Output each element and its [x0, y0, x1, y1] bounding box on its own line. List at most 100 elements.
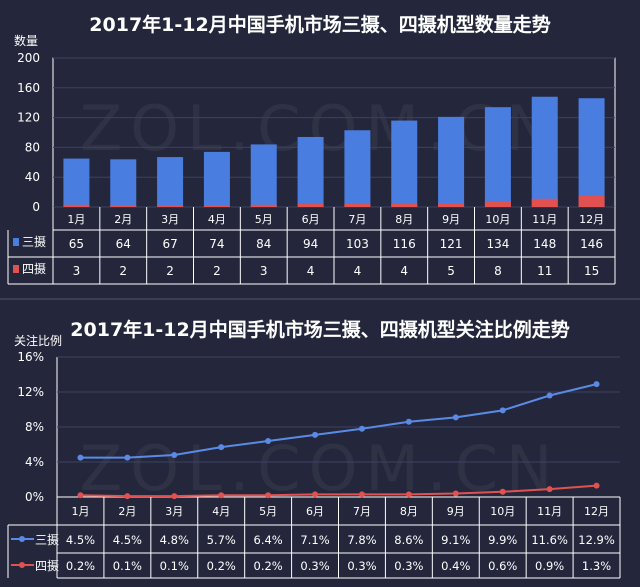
data-point — [452, 414, 459, 421]
x-tick-label: 5月 — [255, 213, 273, 226]
data-label: 1.3% — [582, 559, 611, 573]
data-label: 103 — [346, 237, 369, 251]
x-tick-label: 10月 — [485, 213, 510, 226]
legend-marker — [19, 536, 25, 542]
data-point — [358, 491, 365, 498]
y-tick-label: 4% — [25, 455, 44, 469]
data-label: 65 — [69, 237, 84, 251]
data-label: 5.7% — [207, 533, 236, 547]
x-tick-label: 5月 — [259, 505, 277, 518]
data-point — [499, 407, 506, 414]
data-label: 134 — [486, 237, 509, 251]
data-point — [171, 493, 178, 500]
bar-three-cam — [250, 144, 277, 207]
x-tick-label: 4月 — [212, 505, 230, 518]
x-tick-label: 8月 — [395, 213, 413, 226]
data-label: 7.1% — [300, 533, 329, 547]
x-tick-label: 6月 — [306, 505, 324, 518]
data-label: 121 — [440, 237, 463, 251]
x-tick-label: 9月 — [442, 213, 460, 226]
data-label: 0.4% — [441, 559, 470, 573]
data-label: 4 — [354, 264, 362, 278]
bar-four-cam — [297, 204, 324, 207]
data-label: 0.1% — [160, 559, 189, 573]
data-point — [405, 418, 412, 425]
data-point — [546, 486, 553, 493]
data-point — [265, 438, 272, 444]
y-tick-label: 40 — [25, 170, 40, 184]
y-tick-label: 120 — [17, 111, 40, 125]
data-point — [405, 491, 412, 498]
data-label: 148 — [533, 237, 556, 251]
data-label: 0.1% — [113, 559, 142, 573]
data-label: 67 — [162, 237, 177, 251]
x-tick-label: 7月 — [353, 505, 371, 518]
data-point — [77, 492, 84, 499]
bar-three-cam — [578, 98, 605, 207]
chart-title-ratio: 2017年1-12月中国手机市场三摄、四摄机型关注比例走势 — [70, 319, 570, 341]
data-label: 8.6% — [394, 533, 423, 547]
data-label: 4.5% — [113, 533, 142, 547]
data-label: 84 — [256, 237, 271, 251]
x-tick-label: 1月 — [67, 213, 85, 226]
x-tick-label: 12月 — [584, 505, 609, 518]
data-label: 4.5% — [66, 533, 95, 547]
x-tick-label: 6月 — [302, 213, 320, 226]
bar-four-cam — [203, 205, 230, 207]
legend-swatch — [13, 265, 19, 273]
x-tick-label: 7月 — [348, 213, 366, 226]
bar-three-cam — [531, 96, 558, 207]
x-tick-label: 11月 — [537, 505, 562, 518]
y-axis-label-ratio: 关注比例 — [14, 334, 63, 348]
y-tick-label: 0% — [25, 490, 44, 504]
data-label: 116 — [393, 237, 416, 251]
data-label: 6.4% — [254, 533, 283, 547]
bar-three-cam — [438, 116, 465, 207]
chart-title-count: 2017年1-12月中国手机市场三摄、四摄机型数量走势 — [89, 14, 551, 36]
data-label: 7.8% — [347, 533, 376, 547]
data-point — [593, 482, 600, 489]
bar-four-cam — [578, 195, 605, 207]
data-point — [77, 454, 84, 461]
legend-marker — [19, 562, 25, 568]
bar-four-cam — [157, 205, 184, 207]
data-point — [312, 431, 319, 438]
data-point — [265, 492, 272, 499]
data-label: 0.2% — [207, 559, 236, 573]
data-label: 9.9% — [488, 533, 517, 547]
data-point — [358, 425, 365, 432]
bar-three-cam — [63, 158, 90, 207]
data-label: 2 — [213, 264, 221, 278]
data-label: 0.9% — [535, 559, 564, 573]
data-label: 11 — [537, 264, 552, 278]
bar-three-cam — [484, 107, 511, 207]
data-label: 0.6% — [488, 559, 517, 573]
y-axis-label-count: 数量 — [14, 34, 39, 48]
data-label: 0.3% — [347, 559, 376, 573]
x-tick-label: 12月 — [579, 213, 604, 226]
data-label: 0.3% — [394, 559, 423, 573]
x-tick-label: 1月 — [71, 505, 89, 518]
bar-four-cam — [344, 204, 371, 207]
data-label: 12.9% — [578, 533, 615, 547]
data-label: 0.2% — [254, 559, 283, 573]
data-point — [499, 488, 506, 495]
divider — [0, 298, 640, 300]
bar-three-cam — [297, 136, 324, 207]
data-point — [171, 452, 178, 458]
series-line-four-cam — [80, 484, 597, 498]
data-label: 3 — [73, 264, 81, 278]
x-tick-label: 2月 — [118, 505, 136, 518]
data-point — [218, 444, 225, 451]
legend-label: 三摄 — [22, 234, 46, 249]
y-tick-label: 8% — [25, 420, 44, 434]
bar-four-cam — [438, 203, 465, 207]
x-tick-label: 9月 — [447, 505, 465, 518]
legend-label: 四摄 — [35, 558, 59, 573]
data-label: 9.1% — [441, 533, 470, 547]
x-tick-label: 8月 — [400, 505, 418, 518]
data-point — [124, 493, 131, 500]
bar-three-cam — [203, 151, 230, 207]
x-tick-label: 11月 — [532, 213, 557, 226]
bar-three-cam — [110, 159, 137, 207]
